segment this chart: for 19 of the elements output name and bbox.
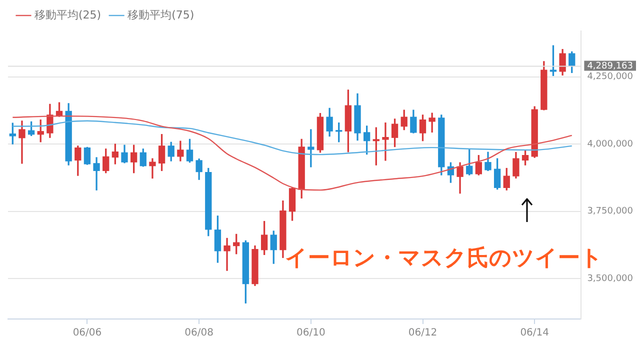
y-tick-label: 4,250,000	[587, 72, 634, 82]
x-tick-label: 06/14	[520, 328, 550, 339]
x-tick-label: 06/12	[408, 328, 438, 339]
x-tick-label: 06/10	[296, 328, 326, 339]
candlestick	[149, 158, 156, 179]
y-tick-label: 3,750,000	[587, 206, 634, 217]
candlestick	[18, 120, 26, 164]
x-tick-label: 06/08	[184, 328, 214, 339]
y-tick-label: 3,500,000	[587, 274, 634, 284]
legend-label: 移動平均(75)	[128, 8, 194, 22]
candlestick	[382, 122, 389, 161]
candlestick	[93, 157, 100, 190]
y-tick-label: 4,000,000	[587, 139, 634, 150]
x-tick-label: 06/06	[72, 328, 102, 339]
candlestick	[428, 112, 436, 133]
candlestick	[224, 238, 230, 271]
legend-label: 移動平均(25)	[34, 8, 102, 22]
annotation: イーロン・マスク氏のツイート	[285, 245, 603, 273]
ref-line-label: 4,289,163	[587, 62, 634, 72]
